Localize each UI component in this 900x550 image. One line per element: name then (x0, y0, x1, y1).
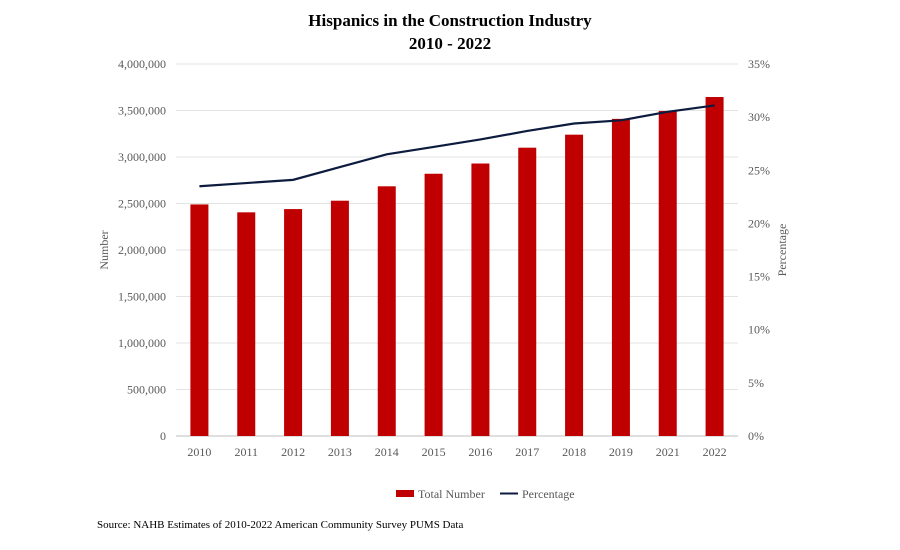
y2-tick-label: 5% (748, 376, 764, 390)
bar-2014 (377, 186, 396, 436)
legend-swatch-total-number (396, 490, 414, 497)
y-tick-label: 1,500,000 (118, 290, 166, 304)
x-tick-label: 2014 (375, 445, 399, 459)
y-tick-label: 500,000 (127, 383, 166, 397)
y-tick-label: 3,500,000 (118, 104, 166, 118)
x-tick-label: 2022 (703, 445, 727, 459)
x-tick-label: 2012 (281, 445, 305, 459)
y2-tick-label: 30% (748, 110, 770, 124)
legend-label-percentage: Percentage (522, 487, 575, 501)
chart-title: Hispanics in the Construction Industry (308, 11, 592, 30)
bar-2010 (190, 204, 209, 436)
y2-tick-label: 20% (748, 216, 770, 230)
legend: Total Number Percentage (396, 487, 575, 501)
y-tick-label: 0 (160, 429, 166, 443)
source-note: Source: NAHB Estimates of 2010-2022 Amer… (97, 519, 464, 531)
y2-tick-label: 10% (748, 323, 770, 337)
x-tick-label: 2018 (562, 445, 586, 459)
bar-2017 (518, 147, 537, 436)
x-tick-label: 2011 (234, 445, 258, 459)
y2-axis-label: Percentage (775, 224, 789, 277)
y-tick-label: 3,000,000 (118, 150, 166, 164)
x-tick-label: 2016 (468, 445, 492, 459)
y-tick-label: 2,500,000 (118, 197, 166, 211)
x-tick-label: 2017 (515, 445, 539, 459)
legend-label-total-number: Total Number (418, 487, 485, 501)
bar-2012 (284, 209, 303, 436)
y-tick-label: 4,000,000 (118, 57, 166, 71)
x-tick-label: 2015 (422, 445, 446, 459)
y2-tick-label: 35% (748, 57, 770, 71)
bar-2021 (658, 110, 677, 436)
bar-2015 (424, 173, 443, 437)
y-axis-label: Number (97, 230, 111, 269)
bar-2011 (237, 212, 256, 436)
y2-tick-label: 25% (748, 163, 770, 177)
bar-2016 (471, 163, 490, 436)
bar-2022 (705, 97, 724, 436)
y2-tick-label: 0% (748, 429, 764, 443)
bar-2018 (565, 134, 584, 436)
chart-subtitle: 2010 - 2022 (409, 34, 491, 53)
y-tick-label: 2,000,000 (118, 243, 166, 257)
x-tick-label: 2021 (656, 445, 680, 459)
x-tick-label: 2019 (609, 445, 633, 459)
percentage-line (199, 104, 715, 188)
x-tick-label: 2010 (187, 445, 211, 459)
y-tick-label: 1,000,000 (118, 336, 166, 350)
bar-2013 (330, 200, 349, 436)
y2-tick-label: 15% (748, 270, 770, 284)
x-tick-label: 2013 (328, 445, 352, 459)
bar-2019 (611, 118, 630, 437)
